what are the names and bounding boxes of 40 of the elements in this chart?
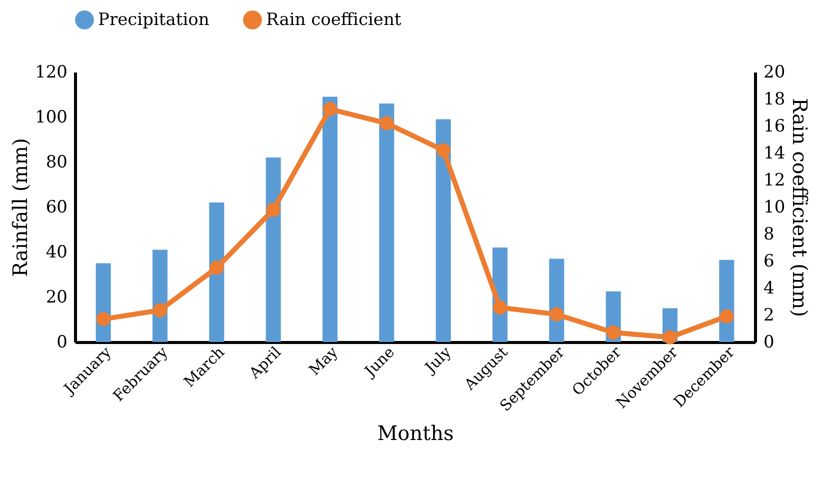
- y2-tick-label: 6: [764, 252, 774, 272]
- y-tick-label: 80: [46, 152, 68, 172]
- y2-tick-label: 20: [764, 62, 786, 82]
- y-tick-label: 40: [46, 242, 68, 262]
- point: [96, 312, 110, 326]
- y2-tick-label: 0: [764, 332, 774, 352]
- y2-tick-label: 14: [764, 144, 786, 164]
- point: [606, 325, 620, 340]
- y2-tick-label: 18: [764, 90, 786, 110]
- y2-tick-label: 16: [764, 116, 786, 136]
- legend-label: Rain coefficient: [266, 10, 402, 30]
- legend-label: Precipitation: [98, 10, 210, 30]
- y2-tick-label: 2: [764, 306, 774, 326]
- y-tick-label: 100: [35, 108, 68, 128]
- y-tick-label: 20: [46, 288, 68, 308]
- y2-tick-label: 8: [764, 224, 774, 244]
- point: [550, 307, 564, 322]
- bar: [436, 119, 451, 342]
- point: [662, 330, 678, 344]
- bar: [379, 104, 394, 342]
- point: [322, 102, 338, 116]
- x-axis-title: Months: [377, 421, 454, 446]
- y2-tick-label: 12: [764, 170, 786, 190]
- point: [720, 309, 734, 324]
- point: [380, 116, 394, 130]
- bar: [209, 202, 224, 342]
- y-tick-label: 0: [56, 332, 68, 352]
- point: [436, 143, 450, 158]
- point: [210, 260, 224, 275]
- y-tick-label: 60: [46, 198, 68, 218]
- point: [266, 202, 280, 217]
- bar: [266, 158, 281, 342]
- point: [492, 300, 508, 315]
- y-axis-title: Rainfall (mm): [8, 138, 32, 277]
- y-tick-label: 120: [35, 62, 68, 82]
- bar: [322, 96, 338, 342]
- y2-tick-label: 10: [764, 198, 786, 218]
- y2-axis-title: Rain coefficient (mm): [788, 98, 812, 318]
- point: [152, 303, 168, 318]
- y2-tick-label: 4: [764, 278, 774, 298]
